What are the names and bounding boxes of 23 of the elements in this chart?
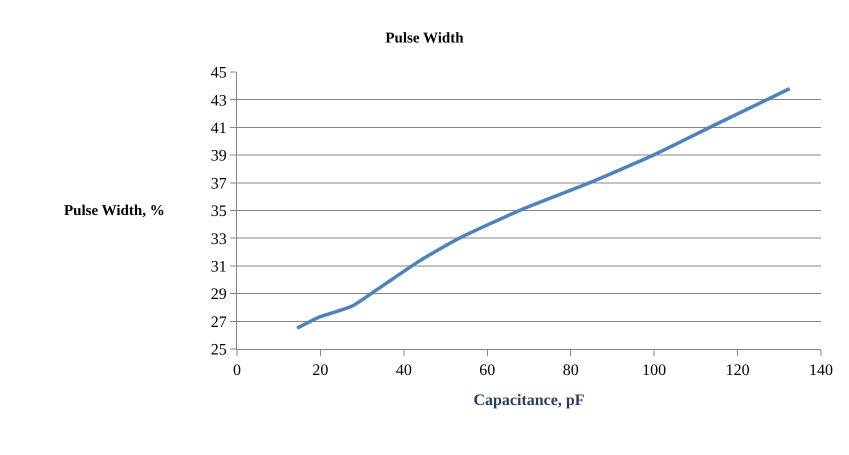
x-tick-label: 140 bbox=[809, 362, 833, 380]
chart-title: Pulse Width bbox=[385, 30, 464, 46]
y-tick-label: 45 bbox=[210, 64, 227, 82]
x-tick-label: 120 bbox=[726, 362, 750, 380]
y-tick-label: 43 bbox=[210, 92, 227, 110]
x-tick-label: 20 bbox=[312, 362, 328, 380]
x-axis-title: Capacitance, pF bbox=[473, 392, 585, 409]
x-tick-label: 0 bbox=[233, 362, 241, 380]
x-tick-label: 100 bbox=[642, 362, 666, 380]
y-tick-label: 35 bbox=[210, 203, 227, 220]
y-tick-label: 39 bbox=[210, 148, 227, 165]
y-tick-label: 29 bbox=[210, 286, 227, 304]
y-tick-label: 25 bbox=[210, 342, 227, 359]
y-tick-label: 41 bbox=[210, 120, 227, 137]
x-tick-label: 80 bbox=[562, 362, 579, 380]
y-tick-label: 33 bbox=[210, 230, 227, 248]
y-tick-label: 31 bbox=[210, 258, 227, 276]
x-tick-label: 40 bbox=[396, 362, 412, 380]
y-tick-label: 27 bbox=[210, 314, 227, 331]
y-axis-title: Pulse Width, % bbox=[64, 203, 165, 219]
x-tick-label: 60 bbox=[479, 362, 496, 380]
y-tick-label: 37 bbox=[210, 175, 227, 192]
line-series bbox=[295, 86, 792, 330]
